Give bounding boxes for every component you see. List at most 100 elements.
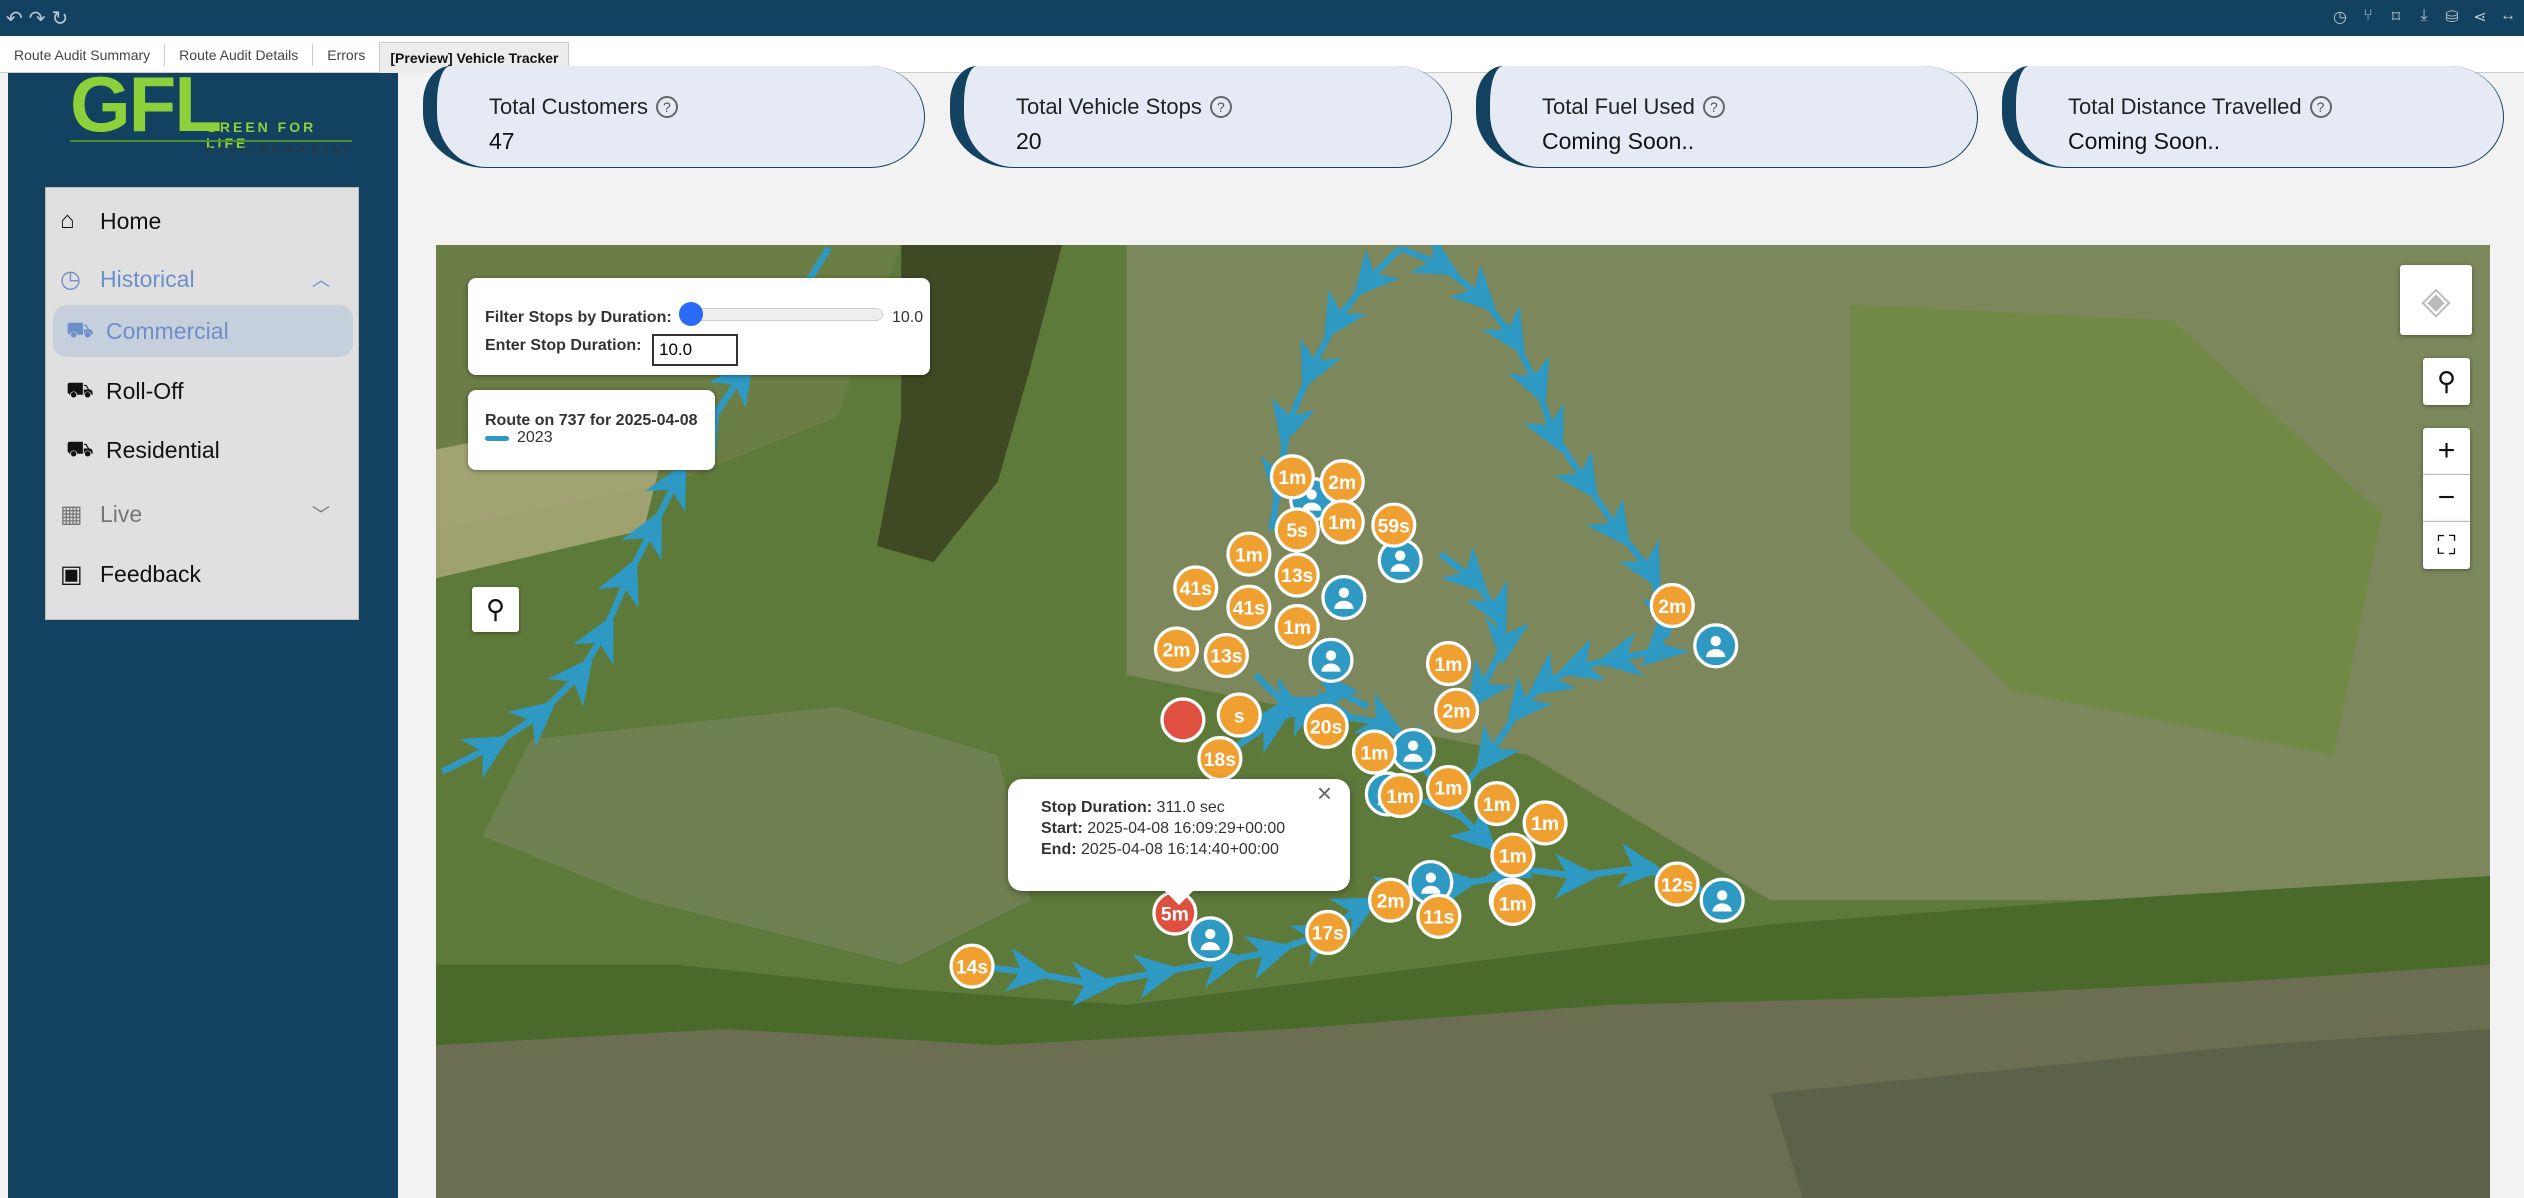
stop-marker[interactable] <box>1425 764 1472 811</box>
sidebar-item-roll-off[interactable]: ⛟ Roll-Off <box>66 376 184 404</box>
duration-slider[interactable] <box>679 302 883 326</box>
stop-marker[interactable] <box>1368 877 1414 923</box>
stop-marker-label: 11s <box>1423 908 1454 929</box>
stop-marker[interactable] <box>1216 692 1262 738</box>
stop-marker[interactable] <box>1490 832 1536 878</box>
stop-marker-label: 59s <box>1378 516 1410 537</box>
stop-marker[interactable] <box>1153 626 1200 672</box>
download-icon[interactable]: ⤓ <box>2420 7 2428 24</box>
stop-marker-label: 1m <box>1531 814 1559 835</box>
zoom-out-button[interactable]: − <box>2423 475 2470 522</box>
stop-marker[interactable] <box>1351 729 1398 775</box>
redo-icon[interactable]: ↷ <box>28 8 52 30</box>
share-icon[interactable]: ⋖ <box>2473 9 2487 26</box>
stop-marker-label: 1m <box>1435 779 1463 800</box>
stop-marker[interactable] <box>1434 687 1480 733</box>
branch-icon[interactable]: ⑂ <box>2363 7 2373 24</box>
clock-icon[interactable]: ◷ <box>2333 9 2347 26</box>
plus-icon: + <box>2437 434 2456 467</box>
stop-marker[interactable] <box>1274 552 1320 598</box>
stop-marker[interactable] <box>1371 502 1417 548</box>
route-map[interactable]: 5m 1m 2m 59s 1m 5s 1m 13s 41s 41s 1m 2m 13s 1m 1m 2m 20s… <box>436 245 2490 1198</box>
stop-marker[interactable] <box>1226 531 1272 577</box>
stop-marker[interactable] <box>1425 641 1472 687</box>
help-icon[interactable]: ? <box>655 96 678 118</box>
sidebar-item-home[interactable]: ⌂ Home <box>60 207 162 234</box>
stop-marker[interactable] <box>1416 893 1462 939</box>
stop-marker[interactable] <box>1490 880 1536 926</box>
person-icon <box>1421 885 1441 894</box>
stop-marker-label: 1m <box>1483 795 1511 816</box>
stop-marker[interactable] <box>1173 565 1219 611</box>
sidebar-item-live[interactable]: ▦ Live ﹀ <box>60 500 330 528</box>
stop-duration-input[interactable] <box>652 334 738 366</box>
river-deep <box>1770 1028 2490 1198</box>
stop-marker[interactable] <box>1377 773 1423 819</box>
sidebar-item-commercial[interactable]: ⛟ Commercial <box>53 305 353 357</box>
truck-icon: ⛟ <box>66 316 94 342</box>
stop-marker-label: 2m <box>1163 640 1191 661</box>
stop-marker-label: 13s <box>1281 566 1313 587</box>
person-icon <box>1390 563 1410 572</box>
stop-marker[interactable] <box>1474 781 1520 827</box>
layers-button[interactable]: ◈ <box>2400 265 2472 335</box>
clock-icon: ◷ <box>60 265 81 293</box>
stop-marker-label: 12s <box>1661 875 1693 896</box>
nav-menu: ⌂ Home ◷ Historical ︿ ⛟ Commercial ⛟ Roll-Off… <box>45 187 359 620</box>
person-icon <box>1321 663 1341 672</box>
stop-marker[interactable] <box>1274 603 1320 650</box>
bookmark-icon[interactable]: ⌑ <box>2391 9 2401 26</box>
sidebar-item-feedback[interactable]: ▣ Feedback <box>60 560 202 588</box>
long-stop-marker-label: 5m <box>1161 904 1189 925</box>
person-icon <box>1302 502 1322 511</box>
search-icon: ⚲ <box>2436 366 2457 396</box>
stop-marker[interactable] <box>1203 632 1249 679</box>
person-icon <box>1338 587 1350 598</box>
kpi-total-customers: Total Customers? 47 <box>423 66 925 168</box>
stop-marker[interactable] <box>1269 454 1315 500</box>
sidebar-item-residential[interactable]: ⛟ Residential <box>66 435 220 463</box>
help-icon[interactable]: ? <box>1209 96 1232 118</box>
stop-marker[interactable] <box>1522 800 1568 846</box>
sidebar-item-historical[interactable]: ◷ Historical ︿ <box>60 265 330 293</box>
sidebar: GFL GREEN FOR LIFE environmental ⌂ Home ◷ Hi… <box>8 60 398 1198</box>
stop-marker-label: 1m <box>1283 618 1311 639</box>
help-icon[interactable]: ? <box>1702 96 1725 118</box>
stop-marker[interactable] <box>1319 499 1365 545</box>
person-icon <box>1712 903 1732 912</box>
fullscreen-button[interactable]: ⛶ <box>2423 522 2470 569</box>
stop-marker-label: 1m <box>1361 743 1389 764</box>
stop-marker[interactable] <box>949 943 995 989</box>
stop-marker-label: 5s <box>1286 521 1307 542</box>
undo-icon[interactable]: ↶ <box>6 8 29 30</box>
stop-marker-label: 13s <box>1210 647 1242 668</box>
zoom-in-button[interactable]: + <box>2423 428 2470 475</box>
stop-marker-label: 1m <box>1499 846 1527 867</box>
long-stop-marker[interactable] <box>1160 697 1206 743</box>
person-icon <box>1710 635 1721 647</box>
refresh-icon[interactable]: ↻ <box>51 8 75 30</box>
stop-marker-label: 41s <box>1180 579 1212 600</box>
tab-route-audit-summary[interactable]: Route Audit Summary <box>0 44 166 66</box>
stop-marker-label: 1m <box>1499 895 1527 916</box>
person-icon <box>1717 890 1728 901</box>
help-icon[interactable]: ? <box>2309 96 2332 118</box>
stop-marker[interactable] <box>1226 584 1272 630</box>
stop-marker[interactable] <box>1305 909 1351 955</box>
tab-errors[interactable]: Errors <box>327 47 366 63</box>
person-icon <box>1407 740 1419 751</box>
stop-marker[interactable] <box>1654 861 1700 907</box>
stop-marker[interactable] <box>1303 703 1349 749</box>
stop-marker[interactable] <box>1274 507 1320 553</box>
database-icon[interactable]: ⛁ <box>2445 9 2459 26</box>
legend-swatch <box>485 436 509 441</box>
map-search-button[interactable]: ⚲ <box>472 587 519 632</box>
fit-width-icon[interactable]: ↔ <box>2500 7 2516 24</box>
stop-marker[interactable] <box>1649 583 1695 629</box>
slider-handle[interactable] <box>679 302 703 326</box>
tab-route-audit-details[interactable]: Route Audit Details <box>165 44 314 66</box>
close-icon[interactable]: × <box>1316 778 1332 808</box>
golf-course <box>1850 304 2383 756</box>
geocoder-search-button[interactable]: ⚲ <box>2423 358 2470 405</box>
